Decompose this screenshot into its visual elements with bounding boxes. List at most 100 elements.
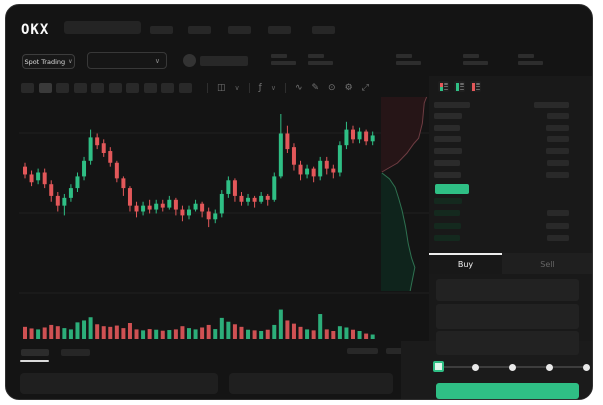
last-price-bar[interactable] <box>435 184 469 194</box>
bid-price-bar[interactable] <box>434 223 461 229</box>
ask-price-bar[interactable] <box>434 113 462 119</box>
timeframe-button-1[interactable] <box>21 83 34 93</box>
volume-bar <box>331 331 336 339</box>
nav-item-4[interactable] <box>268 26 291 34</box>
slider-handle[interactable] <box>433 361 444 372</box>
nav-item-1[interactable] <box>150 26 173 34</box>
icon-top-segment <box>471 82 475 87</box>
icon-bottom-segment <box>455 86 459 91</box>
volume-bar <box>187 328 191 339</box>
ask-price-bar[interactable] <box>434 172 461 178</box>
timeframe-button-2[interactable] <box>38 83 52 93</box>
timeframe-button-10[interactable] <box>178 83 192 93</box>
candle-body <box>121 178 126 189</box>
volume-bar <box>114 325 119 339</box>
volume-bar <box>298 326 303 339</box>
depth-bids-area <box>381 173 415 291</box>
slider-stop-dot[interactable] <box>472 363 479 371</box>
chevron-down-icon[interactable]: ∨ <box>234 84 240 92</box>
buy-button[interactable] <box>436 383 579 399</box>
candle-body <box>246 197 251 202</box>
bid-price-bar[interactable] <box>434 210 460 216</box>
line-tool-icon[interactable]: ∿ <box>294 83 303 93</box>
icon-top-segment <box>439 82 443 87</box>
candle-body <box>337 145 342 173</box>
bottom-tab-2[interactable] <box>61 349 90 356</box>
volume-bar <box>226 321 231 339</box>
tab-sell[interactable]: Sell <box>502 253 592 274</box>
screenshot-icon[interactable]: ⊙ <box>328 83 336 93</box>
bid-price-bar[interactable] <box>434 235 460 241</box>
price-field[interactable] <box>436 279 579 301</box>
candle-body <box>193 203 198 210</box>
chevron-down-icon[interactable]: ∨ <box>270 84 276 92</box>
candle-body <box>324 160 329 169</box>
toolbar-divider <box>284 83 286 93</box>
spot-trading-dropdown[interactable]: Spot Trading ∨ <box>22 54 75 69</box>
slider-stop-dot[interactable] <box>583 363 590 371</box>
icon-line <box>444 83 448 85</box>
icon-color-column <box>439 82 443 91</box>
candle-body <box>252 197 257 202</box>
volume-bar <box>265 329 270 339</box>
volume-bar <box>55 326 60 339</box>
timeframe-button-9[interactable] <box>161 83 174 93</box>
volume-bar <box>364 333 369 339</box>
price-chart-svg[interactable] <box>5 4 593 400</box>
ask-price-bar[interactable] <box>434 125 460 131</box>
slider-stop-dot[interactable] <box>546 363 553 371</box>
timeframe-button-7[interactable] <box>126 83 139 93</box>
search-input[interactable] <box>64 21 141 34</box>
amount-field[interactable] <box>436 304 579 329</box>
nav-item-5[interactable] <box>312 26 335 34</box>
ask-price-bar[interactable] <box>434 160 460 166</box>
ask-price-bar[interactable] <box>434 136 461 142</box>
candle-body <box>200 203 205 212</box>
timeframe-button-4[interactable] <box>73 83 87 93</box>
pair-selector-dropdown[interactable]: ∨ <box>87 52 167 69</box>
icon-line <box>444 88 448 90</box>
bottom-tab-active-underline <box>20 360 49 362</box>
candle-body <box>101 143 106 153</box>
bid-price-bar[interactable] <box>434 198 462 204</box>
tab-buy[interactable]: Buy <box>429 253 502 274</box>
fullscreen-icon[interactable]: ⤢ <box>361 83 369 93</box>
chart-tools-row: ◫ ∨ ƒ ∨ ∿ ✎ ⊙ ⚙ ⤢ <box>207 81 369 95</box>
volume-bar <box>62 328 67 339</box>
volume-bar <box>68 329 73 339</box>
indicators-icon[interactable]: ƒ <box>258 83 262 93</box>
nav-item-2[interactable] <box>188 26 211 34</box>
timeframe-button-6[interactable] <box>108 83 122 93</box>
icon-line <box>476 83 480 85</box>
candle-body <box>298 164 303 175</box>
candle-body <box>259 195 264 202</box>
buy-tab-label: Buy <box>457 260 474 269</box>
volume-bar <box>167 330 172 339</box>
okx-logo[interactable]: OKX <box>21 22 50 38</box>
draw-icon[interactable]: ✎ <box>311 83 320 93</box>
icon-line <box>476 88 480 90</box>
book-bids-icon[interactable] <box>454 81 465 92</box>
book-asks-icon[interactable] <box>470 81 481 92</box>
toolbar-divider <box>207 83 208 93</box>
settings-icon[interactable]: ⚙ <box>344 83 353 93</box>
bottom-tab-1[interactable] <box>21 349 49 356</box>
icon-lines <box>476 83 480 91</box>
icon-top-segment <box>455 82 459 87</box>
candle-body <box>173 199 178 210</box>
chart-type-icon[interactable]: ◫ <box>217 83 226 93</box>
volume-bar <box>121 328 126 339</box>
total-field[interactable] <box>436 331 579 355</box>
nav-item-3[interactable] <box>228 26 251 34</box>
timeframe-button-8[interactable] <box>143 83 157 93</box>
volume-bar <box>278 309 283 339</box>
timeframe-button-3[interactable] <box>56 83 69 93</box>
book-both-icon[interactable] <box>438 81 449 92</box>
depth-bids-line <box>381 172 416 292</box>
orders-panel-right <box>229 373 393 394</box>
candle-body <box>23 166 27 175</box>
chart-footer-button-1[interactable] <box>347 348 378 354</box>
timeframe-button-5[interactable] <box>91 83 104 93</box>
slider-stop-dot[interactable] <box>509 363 516 371</box>
ask-price-bar[interactable] <box>434 148 462 154</box>
